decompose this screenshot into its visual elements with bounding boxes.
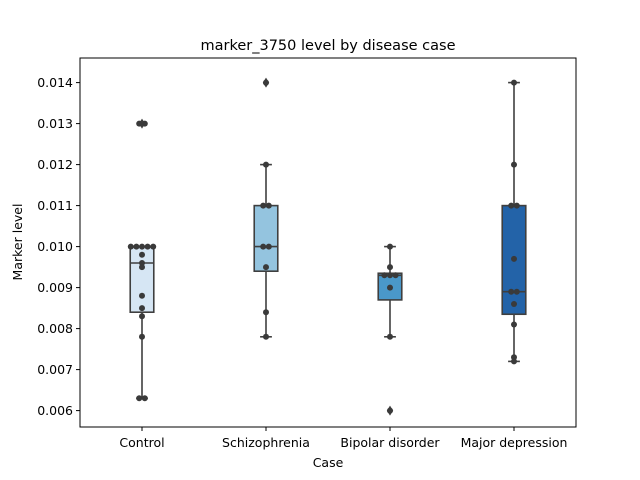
data-point [139, 292, 145, 299]
data-point [511, 321, 517, 328]
data-point [511, 358, 517, 365]
data-point [508, 288, 515, 295]
data-point [387, 243, 393, 250]
data-point [141, 395, 148, 402]
data-point [511, 354, 517, 361]
data-point [136, 395, 143, 402]
data-point [508, 202, 515, 209]
data-point [263, 333, 269, 340]
data-point [127, 243, 134, 250]
data-point [139, 313, 145, 320]
data-point [139, 305, 145, 312]
data-point [263, 161, 269, 168]
x-tick-label: Major depression [461, 435, 568, 450]
data-point [260, 243, 267, 250]
data-point [139, 264, 145, 271]
data-point [387, 272, 393, 279]
y-axis-label: Marker level [10, 204, 25, 281]
plot-area: 0.006 0.007 0.008 0.009 0.010 0.011 0.012 0.013… [37, 75, 567, 450]
data-point [263, 309, 269, 316]
data-point [265, 202, 272, 209]
x-axis-label: Case [313, 455, 344, 470]
y-tick-label: 0.007 [37, 362, 73, 377]
data-point [133, 243, 140, 250]
data-point [265, 243, 272, 250]
y-tick-label: 0.008 [37, 321, 73, 336]
y-tick-label: 0.010 [37, 239, 73, 254]
y-tick-label: 0.006 [37, 403, 73, 418]
data-point [511, 255, 517, 262]
data-point [392, 272, 399, 279]
data-point [381, 272, 388, 279]
data-point [150, 243, 157, 250]
data-point [139, 333, 145, 340]
y-tick-label: 0.009 [37, 280, 73, 295]
data-point [139, 243, 145, 250]
data-point [513, 288, 520, 295]
x-tick-label: Schizophrenia [222, 435, 310, 450]
data-point [263, 79, 269, 86]
y-tick-label: 0.012 [37, 157, 73, 172]
data-point [387, 333, 393, 340]
data-point [139, 251, 145, 258]
data-point [511, 79, 517, 86]
x-tick-label: Control [119, 435, 164, 450]
data-point [144, 243, 151, 250]
x-tick-label: Bipolar disorder [340, 435, 440, 450]
data-point [387, 284, 393, 291]
y-tick-label: 0.014 [37, 75, 73, 90]
data-point [513, 202, 520, 209]
plot-frame [79, 57, 577, 428]
data-point [136, 120, 143, 127]
data-point [260, 202, 267, 209]
y-tick-label: 0.013 [37, 116, 73, 131]
data-point [263, 264, 269, 271]
data-point [511, 301, 517, 307]
data-point [141, 120, 148, 127]
y-tick-label: 0.011 [37, 198, 73, 213]
data-point [511, 161, 517, 168]
data-point [387, 264, 393, 271]
chart-title: marker_3750 level by disease case [201, 38, 456, 54]
box-iqr [253, 204, 279, 273]
data-point [139, 260, 145, 266]
data-point [387, 407, 393, 414]
